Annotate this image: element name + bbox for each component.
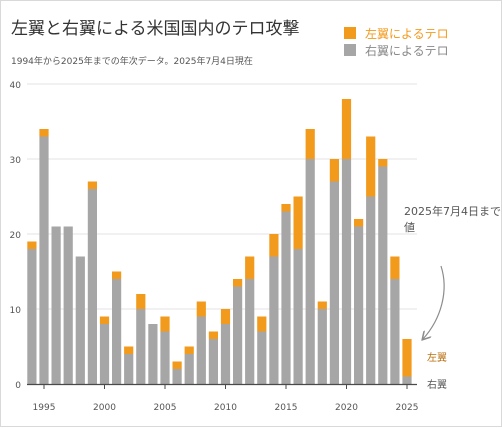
bar-right-2008 — [196, 316, 206, 384]
x-tick-label: 2010 — [214, 403, 237, 413]
bar-right-2024 — [390, 279, 400, 384]
bar-left-2003 — [136, 294, 146, 309]
bar-right-2025 — [402, 376, 412, 384]
bar-right-2018 — [317, 309, 327, 384]
bar-left-2016 — [293, 196, 303, 249]
axis-layer: 0 10 20 30 40 1995 2000 2005 2010 2015 2020 2025 — [10, 81, 419, 413]
bar-right-2004 — [148, 324, 158, 384]
legend-swatch-right — [344, 44, 356, 56]
x-tick-label: 2005 — [154, 403, 177, 413]
bar-right-2002 — [124, 354, 134, 384]
end-label-left: 左翼 — [427, 351, 447, 364]
bar-right-1998 — [75, 256, 85, 384]
bar-left-1994 — [27, 241, 37, 249]
bar-left-2015 — [281, 204, 291, 212]
legend-swatch-left — [344, 27, 356, 39]
bar-right-2010 — [220, 324, 231, 384]
bar-left-2000 — [99, 316, 110, 324]
bar-right-1994 — [27, 249, 37, 384]
bar-right-2021 — [354, 226, 364, 384]
bar-right-2012 — [245, 279, 255, 384]
y-tick-label: 40 — [10, 81, 22, 91]
y-tick-label: 30 — [10, 156, 22, 166]
bar-left-2009 — [208, 331, 218, 339]
x-tick-label: 2000 — [93, 403, 116, 413]
bar-left-2021 — [354, 219, 364, 227]
bar-right-2006 — [172, 369, 182, 384]
y-tick-label: 10 — [10, 306, 22, 316]
bars-layer — [27, 99, 412, 384]
bar-left-2008 — [196, 301, 206, 317]
bar-right-2013 — [257, 331, 267, 384]
y-tick-label: 20 — [10, 231, 22, 241]
bar-left-2011 — [233, 279, 243, 287]
bar-left-2025 — [402, 339, 412, 377]
bar-left-1995 — [39, 129, 49, 137]
chart-title: 左翼と右翼による米国国内のテロ攻撃 — [11, 19, 300, 39]
bar-left-2020 — [341, 99, 352, 159]
chart-subtitle: 1994年から2025年までの年次データ。2025年7月4日現在 — [11, 55, 253, 67]
bar-right-1996 — [51, 226, 61, 384]
bar-left-2018 — [317, 301, 327, 309]
bar-right-1999 — [87, 189, 97, 384]
bar-right-2005 — [160, 331, 170, 384]
bar-right-2022 — [366, 196, 376, 384]
annotation-line-1: 2025年7月4日までの — [404, 204, 502, 218]
bar-left-2017 — [305, 129, 315, 159]
bar-right-1995 — [39, 136, 49, 384]
bar-right-2014 — [269, 256, 279, 384]
bar-right-2009 — [208, 339, 218, 384]
bar-left-2005 — [160, 316, 170, 332]
bar-right-2000 — [99, 324, 110, 384]
bar-right-2017 — [305, 159, 315, 384]
bar-right-2007 — [184, 354, 194, 384]
bar-left-2007 — [184, 346, 194, 354]
y-tick-label: 0 — [15, 381, 21, 391]
legend-label-left: 左翼によるテロ — [365, 26, 449, 41]
end-label-right: 右翼 — [427, 378, 447, 391]
bar-left-2006 — [172, 361, 182, 369]
bar-left-2024 — [390, 256, 400, 279]
legend-label-right: 右翼によるテロ — [365, 43, 449, 58]
annotation-layer: 2025年7月4日までの 値 左翼 右翼 — [404, 204, 502, 391]
bar-right-2001 — [112, 279, 122, 384]
bar-left-2014 — [269, 234, 279, 257]
bar-right-2016 — [293, 249, 303, 384]
bar-left-2010 — [220, 309, 231, 324]
legend: 左翼によるテロ 右翼によるテロ — [344, 26, 449, 58]
bar-right-2015 — [281, 211, 291, 384]
x-tick-label: 2015 — [275, 403, 298, 413]
bar-right-2019 — [329, 181, 339, 384]
bar-left-2022 — [366, 136, 376, 197]
bar-left-1999 — [87, 181, 97, 189]
bar-left-2002 — [124, 346, 134, 354]
bar-right-1997 — [63, 226, 73, 384]
annotation-line-2: 値 — [404, 221, 415, 234]
annotation-arrow — [423, 265, 445, 339]
bar-left-2023 — [378, 159, 388, 167]
x-tick-label: 1995 — [33, 403, 56, 413]
bar-left-2019 — [329, 159, 339, 182]
bar-left-2001 — [112, 271, 122, 279]
bar-left-2012 — [245, 256, 255, 279]
bar-left-2013 — [257, 316, 267, 332]
bar-right-2011 — [233, 286, 243, 384]
bar-right-2020 — [341, 159, 352, 384]
x-tick-label: 2020 — [335, 403, 358, 413]
bar-right-2023 — [378, 166, 388, 384]
bar-right-2003 — [136, 309, 146, 384]
x-tick-label: 2025 — [396, 403, 419, 413]
